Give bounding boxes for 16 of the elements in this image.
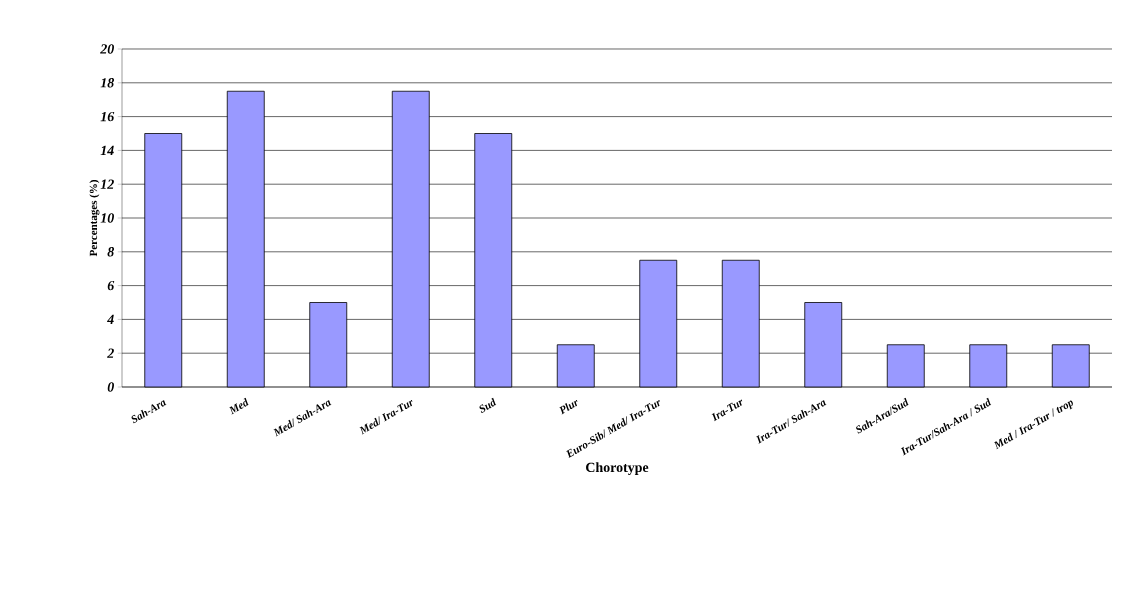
x-tick-label: Plur xyxy=(559,399,578,415)
y-tick-label: 6 xyxy=(107,280,115,291)
y-tick-label: 12 xyxy=(100,179,114,189)
y-tick-label: 20 xyxy=(100,44,114,54)
y-tick-label: 4 xyxy=(107,314,114,324)
y-tick-label: 2 xyxy=(107,348,114,358)
y-tick-label: 18 xyxy=(100,78,115,88)
y-tick-label: 14 xyxy=(100,145,114,155)
y-tick-label: 16 xyxy=(100,111,115,122)
y-tick-label: 8 xyxy=(107,247,115,257)
x-tick-label: Med xyxy=(229,397,249,415)
y-tick-label: 10 xyxy=(100,213,114,223)
y-axis-title: Percentages (%) xyxy=(89,180,100,257)
y-tick-label: 0 xyxy=(107,382,114,392)
x-axis-title: Chorotype xyxy=(586,462,649,475)
x-tick-label: Sud xyxy=(479,397,497,413)
